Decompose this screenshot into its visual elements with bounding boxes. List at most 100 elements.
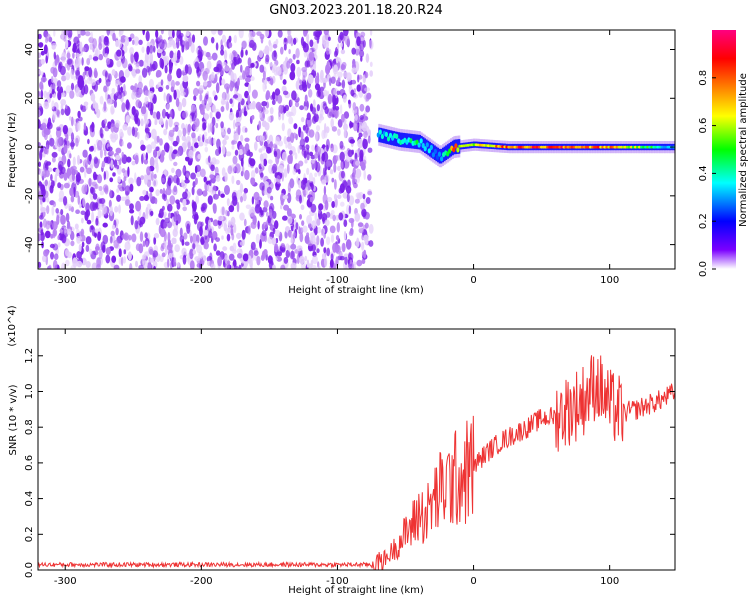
noise-blob: [109, 205, 114, 217]
noise-blob: [159, 119, 164, 126]
noise-blob: [77, 195, 81, 205]
noise-blob: [294, 101, 300, 108]
noise-blob: [241, 229, 246, 240]
noise-blob: [280, 46, 284, 55]
noise-blob: [189, 248, 194, 260]
noise-blob: [47, 220, 53, 226]
noise-blob: [183, 232, 188, 240]
noise-blob: [243, 218, 247, 227]
noise-blob: [116, 164, 120, 170]
noise-blob: [194, 256, 201, 262]
noise-blob: [304, 159, 308, 164]
noise-blob: [55, 109, 61, 116]
noise-blob: [104, 53, 109, 59]
noise-blob: [191, 202, 196, 209]
noise-blob: [139, 231, 144, 242]
snr-y-label: SNR (10 * v/v): [8, 384, 19, 455]
noise-blob: [215, 42, 219, 51]
noise-blob: [313, 41, 318, 51]
noise-blob: [223, 49, 228, 60]
noise-blob: [306, 33, 310, 42]
noise-blob: [348, 230, 354, 236]
noise-blob: [203, 131, 208, 137]
noise-blob: [220, 44, 224, 52]
noise-blob: [212, 90, 216, 97]
noise-blob: [163, 221, 167, 229]
noise-blob: [173, 211, 177, 223]
noise-blob: [103, 118, 108, 125]
noise-blob: [263, 158, 268, 167]
noise-blob: [88, 177, 92, 187]
noise-blob: [207, 55, 213, 61]
noise-blob: [267, 116, 272, 123]
noise-blob: [113, 264, 120, 269]
noise-blob: [66, 52, 71, 59]
noise-blob: [248, 103, 255, 110]
noise-blob: [287, 154, 292, 165]
noise-blob: [215, 82, 220, 94]
noise-blob: [270, 115, 274, 122]
noise-blob: [322, 103, 328, 110]
noise-blob: [321, 152, 326, 162]
noise-blob: [69, 116, 72, 121]
noise-blob: [155, 146, 160, 152]
noise-blob: [84, 31, 91, 37]
noise-blob: [58, 61, 63, 70]
noise-blob: [109, 177, 114, 183]
noise-blob: [167, 231, 171, 243]
noise-blob: [187, 140, 191, 149]
noise-blob: [115, 227, 119, 236]
noise-blob: [231, 62, 236, 70]
noise-blob: [241, 164, 245, 175]
noise-blob: [69, 187, 74, 197]
noise-blob: [239, 241, 245, 246]
noise-blob: [202, 134, 205, 143]
noise-blob: [70, 240, 75, 247]
noise-blob: [60, 209, 64, 216]
noise-blob: [130, 85, 135, 91]
noise-blob: [323, 185, 327, 196]
noise-blob: [210, 30, 217, 35]
noise-blob: [293, 123, 298, 130]
noise-blob: [98, 248, 103, 260]
noise-blob: [40, 211, 43, 218]
spectrogram-x-label: Height of straight line (km): [288, 285, 424, 296]
noise-blob: [40, 203, 43, 214]
noise-blob: [288, 49, 291, 55]
noise-blob: [155, 30, 159, 39]
noise-blob: [175, 97, 180, 108]
noise-blob: [102, 244, 106, 253]
noise-blob: [326, 236, 331, 245]
noise-blob: [51, 100, 55, 110]
noise-blob: [163, 194, 168, 202]
noise-blob: [184, 178, 190, 184]
noise-blob: [130, 53, 134, 64]
noise-blob: [92, 56, 99, 61]
noise-blob: [123, 83, 126, 93]
noise-blob: [164, 65, 168, 74]
noise-blob: [201, 99, 205, 107]
noise-blob: [254, 167, 259, 174]
noise-blob: [84, 66, 90, 72]
noise-blob: [56, 126, 61, 131]
noise-blob: [300, 204, 305, 211]
noise-blob: [209, 111, 213, 119]
noise-blob: [369, 61, 373, 67]
noise-blob: [172, 127, 176, 132]
noise-blob: [121, 140, 125, 147]
noise-blob: [295, 48, 300, 59]
noise-blob: [207, 123, 211, 134]
noise-blob: [114, 206, 119, 213]
noise-blob: [232, 259, 237, 267]
noise-blob: [341, 79, 346, 89]
noise-blob: [72, 257, 78, 268]
noise-blob: [256, 255, 261, 266]
noise-blob: [294, 152, 298, 160]
noise-blob: [112, 32, 116, 42]
noise-blob: [359, 49, 365, 58]
noise-blob: [94, 49, 101, 57]
noise-blob: [260, 254, 265, 261]
noise-blob: [105, 247, 111, 256]
noise-blob: [305, 144, 310, 150]
noise-blob: [63, 196, 68, 206]
